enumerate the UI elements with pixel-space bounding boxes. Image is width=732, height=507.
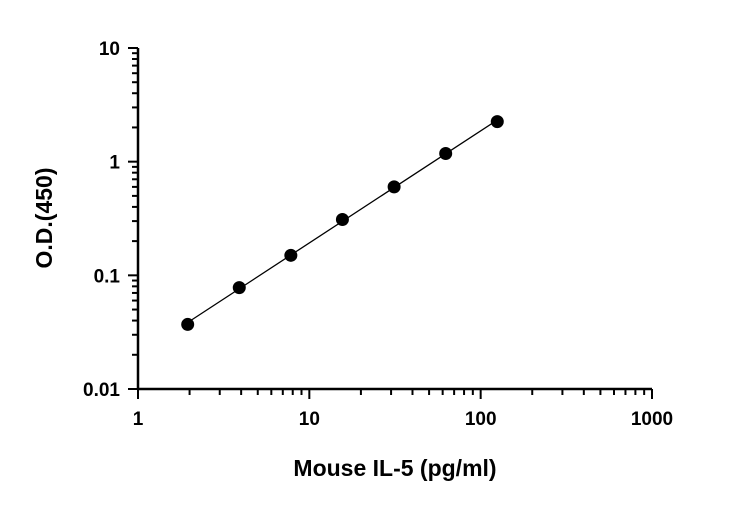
data-points <box>181 115 504 331</box>
y-tick-label: 0.01 <box>83 380 120 401</box>
data-point <box>181 317 195 331</box>
data-point <box>284 248 298 262</box>
data-point <box>490 115 504 129</box>
y-tick-label: 0.1 <box>94 266 121 287</box>
y-tick-labels: 0.01 0.1 1 10 <box>83 39 120 401</box>
x-tick-labels: 1 10 100 1000 <box>133 409 673 430</box>
data-point <box>439 146 453 160</box>
y-tick-label: 1 <box>109 153 120 174</box>
x-tick-label: 10 <box>299 409 320 430</box>
y-tick-label: 10 <box>99 39 120 60</box>
data-point <box>232 281 246 295</box>
axes <box>128 47 653 399</box>
data-point <box>387 180 401 194</box>
y-axis-title: O.D.(450) <box>31 168 57 269</box>
x-axis-title: Mouse IL-5 (pg/ml) <box>293 455 496 481</box>
x-tick-label: 100 <box>465 409 497 430</box>
x-tick-label: 1000 <box>631 409 673 430</box>
x-tick-label: 1 <box>133 409 144 430</box>
data-point <box>335 212 349 226</box>
